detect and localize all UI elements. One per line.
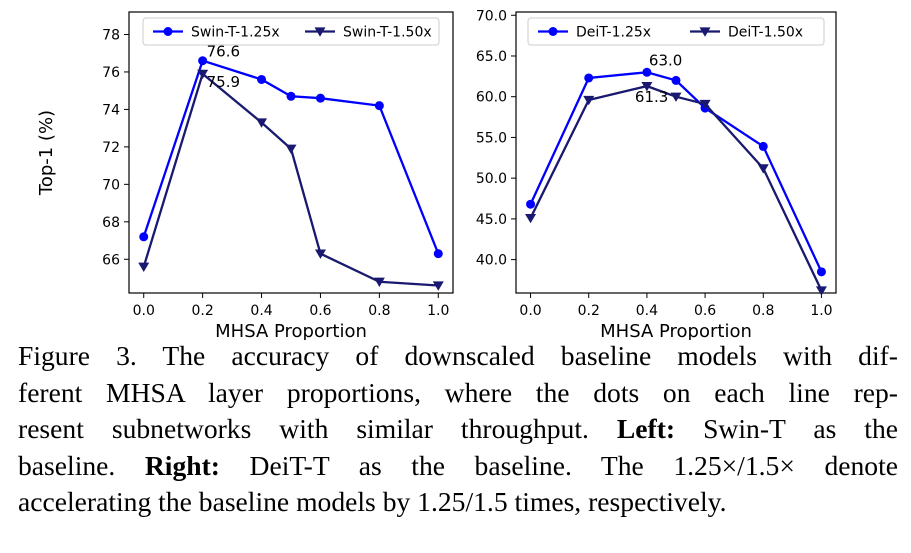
- x-tick-label: 1.0: [810, 303, 832, 319]
- figure-caption: Figure 3. The accuracy of downscaled bas…: [18, 338, 898, 521]
- data-label: 63.0: [649, 51, 682, 69]
- data-point: [374, 101, 384, 111]
- data-point: [526, 199, 536, 209]
- data-point: [373, 277, 385, 287]
- data-label: 61.3: [635, 88, 668, 106]
- y-tick-label: 70.0: [476, 8, 507, 24]
- data-point: [286, 91, 296, 101]
- caption-text: accelerating the baseline models by 1.25…: [18, 486, 727, 517]
- x-axis-label: MHSA Proportion: [215, 321, 367, 340]
- data-point: [699, 99, 711, 110]
- data-point: [314, 249, 326, 259]
- y-tick-label: 65.0: [476, 49, 507, 65]
- data-point: [757, 164, 769, 174]
- x-tick-label: 0.0: [133, 303, 155, 319]
- legend: DeiT-1.25x DeiT-1.50x: [527, 17, 825, 46]
- caption-text: Figure 3. The accuracy of downscaled bas…: [18, 340, 898, 371]
- y-tick-label: 72: [102, 140, 120, 156]
- x-tick-label: 0.2: [578, 303, 600, 319]
- caption-line: ferent MHSA layer proportions, where the…: [18, 375, 898, 412]
- data-point: [285, 144, 297, 154]
- legend-box: [142, 17, 440, 46]
- plot-frame: [515, 11, 837, 294]
- legend-entry: DeiT-1.25x: [576, 25, 651, 41]
- data-point: [256, 118, 268, 128]
- caption-text: baseline.: [18, 449, 145, 481]
- x-tick-label: 0.8: [752, 303, 774, 319]
- x-tick-label: 0.4: [636, 303, 658, 319]
- data-point: [583, 95, 595, 106]
- caption-line: accelerating the baseline models by 1.25…: [18, 484, 898, 521]
- data-point: [138, 262, 150, 272]
- legend-marker: [699, 27, 711, 37]
- data-label: 75.9: [207, 73, 240, 91]
- legend-entry: Swin-T-1.50x: [343, 25, 432, 41]
- series-line-DeiT-1.25x: [529, 71, 823, 273]
- chart-left: 0.0 0.2 0.4 0.6 0.8 1.0 66 68 70 72 74 76 78 MHSA Pro…: [36, 11, 454, 340]
- data-point: [670, 92, 682, 102]
- data-point: [671, 75, 681, 85]
- data-point: [433, 249, 443, 259]
- y-tick-label: 76: [102, 65, 120, 81]
- y-tick-label: 45.0: [476, 212, 507, 228]
- legend-entry: Swin-T-1.25x: [191, 25, 280, 41]
- legend-box: [527, 17, 825, 46]
- legend-marker: [163, 27, 173, 36]
- y-tick-label: 60.0: [476, 90, 507, 106]
- data-point: [257, 74, 267, 84]
- caption-text: resent subnetworks with similar throughp…: [18, 413, 617, 444]
- caption-line: Figure 3. The accuracy of downscaled bas…: [18, 338, 898, 375]
- x-tick-label: 0.8: [368, 303, 390, 319]
- legend-marker: [314, 27, 326, 37]
- y-tick-label: 70: [102, 177, 120, 193]
- data-point: [584, 73, 594, 83]
- chart-right: 0.0 0.2 0.4 0.6 0.8 1.0 40.0 45.0 50.0 55.0 60.0 65…: [476, 8, 837, 340]
- y-tick-label: 78: [102, 27, 120, 43]
- data-point: [315, 93, 325, 103]
- caption-text: ferent MHSA layer proportions, where the…: [18, 376, 898, 408]
- legend-entry: DeiT-1.50x: [728, 25, 803, 41]
- x-tick-label: 0.2: [192, 303, 214, 319]
- y-tick-label: 40.0: [476, 253, 507, 269]
- x-axis-label: MHSA Proportion: [600, 321, 752, 340]
- caption-bold-term: Left:: [616, 413, 676, 444]
- y-tick-label: 55.0: [476, 130, 507, 146]
- data-point: [197, 69, 209, 80]
- x-tick-label: 0.0: [519, 303, 541, 319]
- data-point: [815, 286, 827, 296]
- y-tick-label: 66: [102, 252, 120, 268]
- y-tick-label: 50.0: [476, 171, 507, 187]
- x-tick-label: 0.4: [250, 303, 272, 319]
- x-tick-label: 0.6: [309, 303, 331, 319]
- data-point: [758, 141, 768, 151]
- caption-text: DeiT-T as the baseline. The 1.25×/1.5× d…: [219, 449, 898, 481]
- data-point: [198, 56, 208, 66]
- plot-frame: [128, 11, 454, 294]
- data-label: 76.6: [207, 43, 240, 61]
- y-axis-label: Top-1 (%): [36, 110, 57, 196]
- caption-bold-term: Right:: [144, 449, 220, 481]
- y-tick-label: 68: [102, 215, 120, 231]
- data-point: [139, 232, 149, 242]
- x-tick-label: 0.6: [694, 303, 716, 319]
- x-tick-label: 1.0: [427, 303, 449, 319]
- data-point: [816, 267, 826, 277]
- legend: Swin-T-1.25x Swin-T-1.50x: [142, 17, 440, 46]
- caption-text: Swin-T as the: [675, 413, 898, 444]
- data-point: [642, 67, 652, 77]
- legend-marker: [548, 27, 558, 36]
- y-tick-label: 74: [102, 102, 120, 118]
- series-line-Swin-T-1.25x: [142, 59, 440, 255]
- figure-charts: 0.0 0.2 0.4 0.6 0.8 1.0 66 68 70 72 74 76 78 MHSA Pro…: [36, 8, 837, 340]
- data-point: [432, 281, 444, 291]
- series-line-DeiT-1.50x: [529, 84, 823, 292]
- data-point: [525, 213, 537, 224]
- caption-line: resent subnetworks with similar throughp…: [18, 411, 898, 448]
- caption-line: baseline. Right: DeiT-T as the baseline.…: [18, 448, 898, 485]
- data-point: [641, 81, 653, 92]
